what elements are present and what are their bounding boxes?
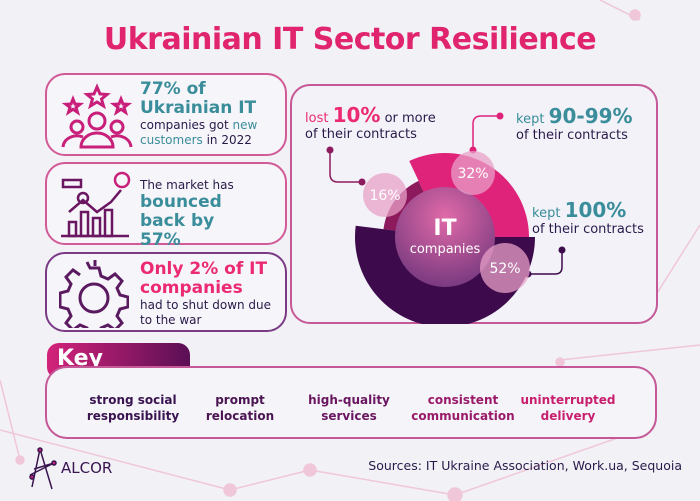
- customers-stars-icon: [61, 83, 133, 149]
- value-bubble: [363, 173, 407, 217]
- stat-text: The market has: [140, 178, 234, 192]
- stat-text: in 2022: [202, 133, 252, 147]
- label-kept-90-99: kept 90-99% of their contracts: [516, 104, 633, 143]
- factor-item: uninterrupted delivery: [520, 393, 616, 423]
- broken-gear-icon: [59, 260, 129, 328]
- data-label: 32%: [457, 166, 488, 182]
- callout-dot: [358, 178, 366, 186]
- label-lost-contracts: lost 10% or more of their contracts: [305, 103, 436, 142]
- stat-text: had to shut down due to the war: [140, 298, 272, 327]
- factor-item: prompt relocation: [205, 393, 275, 423]
- stat-headline: bounced back by 57%: [140, 192, 222, 250]
- callout-dot: [326, 146, 334, 154]
- value-bubble: [451, 151, 495, 195]
- callout-dot: [496, 112, 504, 120]
- sources-text: Sources: IT Ukraine Association, Work.ua…: [368, 458, 682, 473]
- callout-dot: [558, 246, 566, 254]
- page-title: Ukrainian IT Sector Resilience: [103, 22, 597, 57]
- donut-center-title: IT: [433, 216, 456, 241]
- callout-line: [329, 150, 362, 183]
- alcor-logo-icon: [29, 447, 57, 490]
- alcor-logo: ALCOR: [28, 447, 112, 492]
- donut-center-subtitle: companies: [410, 242, 481, 257]
- market-growth-chart-icon: [61, 171, 131, 238]
- donut-center: [395, 187, 495, 287]
- factor-item: consistent communication: [411, 393, 515, 423]
- stat-text: companies got: [140, 118, 233, 132]
- data-label: 16%: [369, 188, 400, 204]
- callout-line: [528, 250, 563, 275]
- value-bubble: [480, 243, 530, 293]
- key-factors-panel: [45, 366, 657, 439]
- factor-item: high-quality services: [308, 393, 390, 423]
- stat-card-market: The market has bounced back by 57%: [45, 162, 287, 250]
- factor-item: strong social responsibility: [86, 393, 180, 423]
- data-label: 52%: [489, 261, 520, 277]
- stat-card-new-customers: 77% of Ukrainian IT companies got new cu…: [45, 73, 287, 156]
- stat-highlight: new customers: [140, 118, 258, 147]
- label-kept-100: kept 100% of their contracts: [532, 198, 644, 237]
- alcor-logo-text: ALCOR: [61, 459, 113, 477]
- stat-headline: Only 2% of IT companies: [140, 259, 268, 298]
- stat-card-shutdown: Only 2% of IT companies had to shut down…: [45, 252, 287, 332]
- stat-headline: 77% of Ukrainian IT: [140, 79, 257, 118]
- callout-line: [472, 115, 500, 150]
